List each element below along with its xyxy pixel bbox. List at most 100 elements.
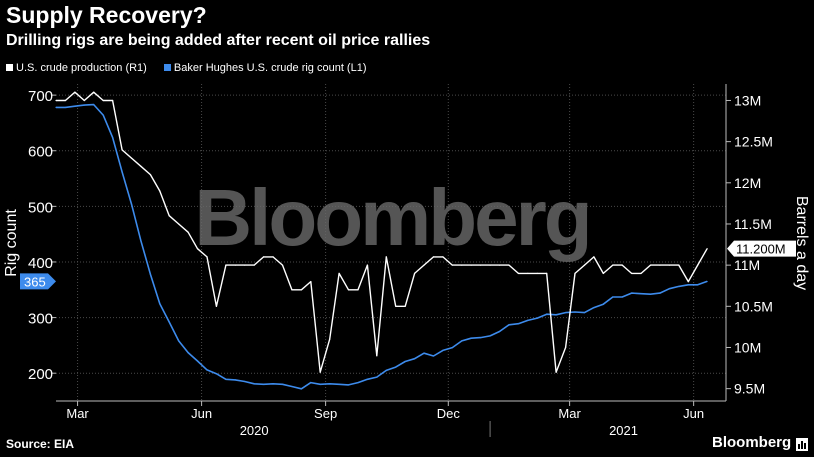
y-right-tick-label: 9.5M: [734, 381, 765, 397]
production-point: [536, 272, 538, 274]
production-last-value-label: 11.200M: [736, 242, 786, 257]
legend-label-rigs: Baker Hughes U.S. crude rig count (L1): [173, 62, 367, 74]
rig-count-point: [64, 106, 67, 108]
y-right-tick-label: 13M: [734, 92, 761, 108]
production-point: [159, 190, 161, 192]
production-point: [121, 149, 123, 151]
rig-count-point: [621, 296, 623, 298]
production-point: [413, 272, 416, 274]
production-point: [64, 99, 67, 102]
production-point: [347, 289, 350, 291]
production-point: [55, 99, 57, 102]
rig-count-point: [225, 378, 227, 380]
production-point: [83, 99, 85, 102]
production-point: [366, 264, 369, 266]
production-point: [149, 173, 151, 176]
production-point: [319, 371, 321, 373]
rig-count-point: [291, 385, 293, 388]
production-point: [470, 264, 472, 266]
chart-title: Supply Recovery?: [6, 2, 207, 28]
production-point: [517, 272, 519, 274]
y-right-tick-label: 11.5M: [734, 216, 772, 232]
production-point: [649, 264, 652, 266]
rig-count-point: [102, 114, 104, 116]
production-point: [263, 256, 265, 258]
rig-count-point: [83, 104, 85, 106]
rig-count-point: [234, 379, 236, 381]
production-point: [593, 256, 595, 258]
legend-swatch-production: [6, 64, 13, 71]
production-point: [546, 272, 548, 274]
x-tick-label: Sep: [314, 406, 337, 421]
production-point: [385, 256, 387, 258]
rig-count-point: [112, 136, 114, 138]
rig-count-point: [564, 311, 567, 314]
x-tick-label: Dec: [437, 406, 461, 421]
legend-item-production: U.S. crude production (R1): [6, 62, 147, 74]
production-point: [310, 281, 312, 283]
rig-count-point: [593, 306, 595, 309]
production-point: [187, 231, 189, 233]
production-point: [432, 256, 435, 258]
rig-count-point: [159, 303, 161, 305]
rig-count-point: [121, 171, 123, 173]
rig-count-point: [329, 383, 331, 385]
rig-count-point: [376, 376, 378, 378]
production-point: [300, 289, 302, 291]
production-point: [112, 99, 114, 102]
rig-last-value-label: 365: [24, 274, 46, 289]
chart-subtitle: Drilling rigs are being added after rece…: [6, 32, 431, 49]
rig-count-point: [612, 296, 614, 298]
rig-count-point: [215, 373, 218, 375]
rig-count-point: [470, 337, 472, 339]
y-right-axis-title: Barrels a day: [793, 196, 810, 290]
y-left-axis-title: Rig count: [3, 209, 20, 277]
rig-count-point: [395, 366, 397, 368]
rig-count-point: [498, 330, 501, 333]
x-year-label: 2021: [609, 423, 638, 438]
production-point: [640, 272, 642, 274]
rig-count-point: [602, 303, 604, 305]
y-left-tick-label: 400: [28, 255, 53, 272]
production-point: [338, 272, 340, 274]
production-point: [140, 165, 142, 167]
production-point: [376, 355, 378, 357]
rig-count-point: [546, 313, 548, 315]
production-point: [668, 264, 670, 266]
legend-item-rigs: Baker Hughes U.S. crude rig count (L1): [163, 62, 367, 74]
x-tick-label: Mar: [66, 406, 89, 421]
production-point: [621, 264, 623, 266]
production-point: [168, 215, 170, 217]
rig-count-point: [74, 105, 76, 107]
rig-count-point: [489, 335, 491, 337]
rig-last-value-badge: [20, 273, 56, 290]
rig-count-point: [678, 285, 680, 288]
legend-label-production: U.S. crude production (R1): [16, 62, 147, 74]
rig-count-point: [149, 273, 151, 275]
production-point: [423, 264, 425, 266]
rig-count-point: [300, 388, 302, 390]
production-point: [395, 305, 397, 307]
rig-count-point: [366, 378, 369, 380]
rig-count-point: [687, 284, 689, 286]
production-point: [196, 248, 199, 250]
production-point: [687, 281, 689, 283]
y-left-tick-label: 700: [28, 88, 53, 105]
y-axis-right: 13M 12.5M 12M 11.5M 11M 10.5M 10M 9.5M Barrels a…: [725, 84, 810, 401]
rig-count-point: [357, 382, 359, 384]
production-point: [215, 305, 218, 307]
production-point: [508, 264, 510, 266]
rig-count-point: [263, 383, 265, 385]
production-point: [225, 264, 227, 266]
rig-count-point: [281, 383, 284, 385]
production-point: [291, 289, 293, 291]
production-line: [56, 91, 708, 373]
y-left-tick-label: 600: [28, 144, 53, 161]
rig-count-point: [93, 103, 95, 106]
production-point: [451, 264, 453, 266]
production-point: [480, 264, 482, 266]
production-point: [329, 338, 331, 340]
production-point: [678, 264, 680, 266]
bloomberg-terminal-icon: [796, 438, 808, 451]
rig-count-point: [413, 358, 416, 360]
